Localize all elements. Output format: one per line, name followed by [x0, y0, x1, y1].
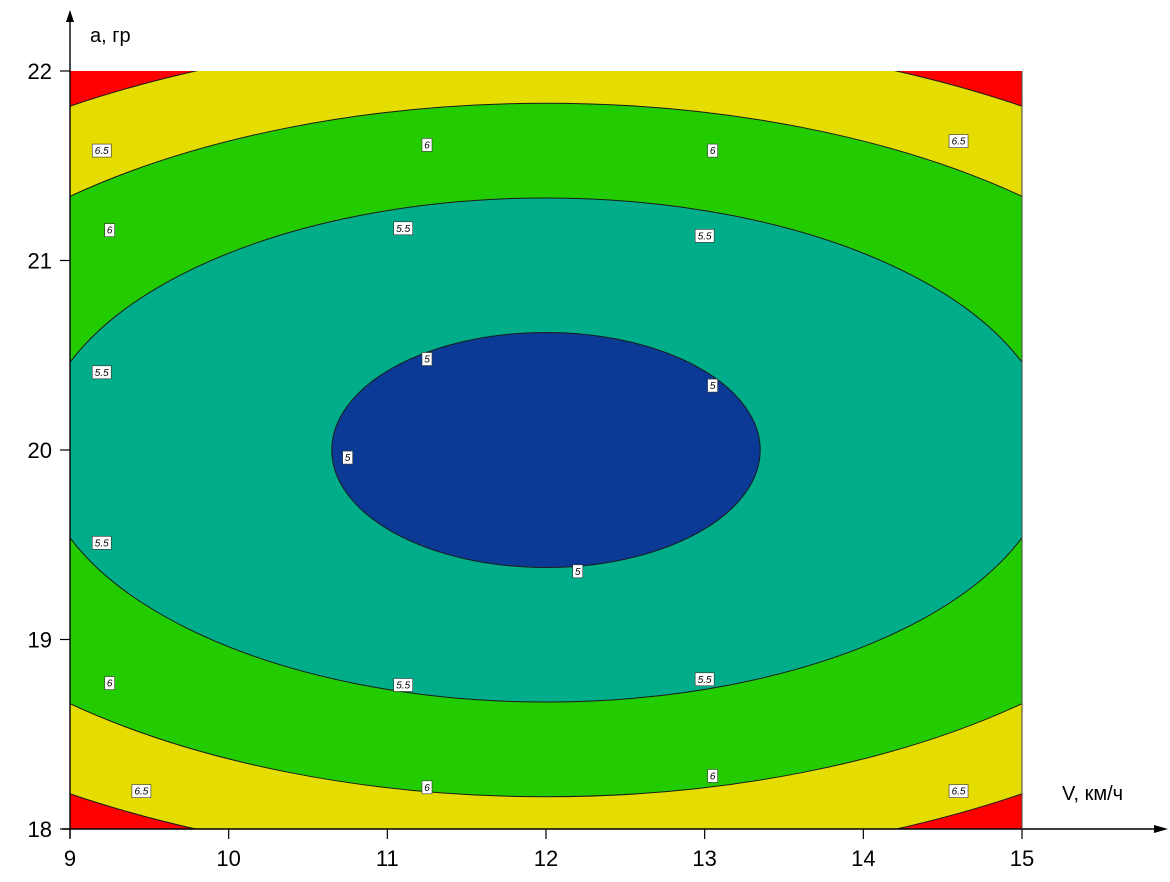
- contour-label: 6: [421, 780, 433, 795]
- contour-label-text: 6: [710, 146, 716, 157]
- contour-label-box: [707, 378, 718, 393]
- x-tick-label: 12: [534, 846, 558, 871]
- contour-label-box: [104, 676, 115, 690]
- contour-label: 5: [342, 450, 353, 465]
- contour-label-box: [421, 780, 433, 795]
- x-axis-label: V, км/ч: [1062, 783, 1123, 805]
- contour-label: 5.5: [694, 672, 715, 687]
- contour-labels: 5 5 5 5 5.5 5.5 5.5 5.5 5.5 5.5 6 6 6 6 6 6 6.5 6.5 6.5 6.5: [91, 134, 969, 798]
- contour-label-box: [948, 134, 969, 148]
- contour-label: 6.5: [131, 784, 152, 798]
- y-tick-label: 20: [28, 438, 52, 463]
- contour-label-text: 6: [107, 679, 113, 690]
- x-axis-arrow: [1154, 825, 1168, 833]
- contour-label: 5.5: [393, 678, 414, 692]
- contour-label-box: [707, 769, 718, 783]
- contour-label-text: 6: [424, 783, 430, 794]
- contour-label-box: [421, 138, 433, 152]
- contour-label-text: 5.5: [95, 368, 109, 379]
- contour-label-text: 5: [710, 381, 716, 392]
- contour-label-box: [707, 143, 718, 158]
- contour-label: 6.5: [948, 784, 969, 798]
- contour-label-box: [694, 229, 715, 243]
- contour-label: 6: [104, 676, 115, 690]
- contour-label-box: [342, 450, 353, 465]
- contour-label: 5.5: [393, 221, 414, 236]
- contour-label-text: 5.5: [396, 680, 410, 691]
- contour-label: 6.5: [948, 134, 969, 148]
- contour-label-text: 6: [710, 771, 716, 782]
- contour-label: 5: [421, 352, 433, 366]
- contour-label-box: [393, 221, 414, 236]
- x-tick-label: 13: [692, 846, 716, 871]
- contour-label-box: [91, 365, 112, 380]
- contour-label-box: [572, 564, 584, 579]
- contour-label-box: [104, 223, 115, 237]
- contour-label-text: 6: [107, 226, 113, 237]
- contour-label: 6: [421, 138, 433, 152]
- y-tick-label: 21: [28, 249, 52, 274]
- y-tick-label: 22: [28, 59, 52, 84]
- x-ticks: 9 10 11 12 13 14 15: [64, 829, 1034, 871]
- contour-label-text: 5: [424, 355, 430, 366]
- contour-label: 5: [707, 378, 718, 393]
- contour-label: 6: [104, 223, 115, 237]
- contour-label-text: 5: [345, 453, 351, 464]
- contour-label: 6: [707, 143, 718, 158]
- x-tick-label: 10: [216, 846, 240, 871]
- x-tick-label: 14: [851, 846, 875, 871]
- contour-label-box: [694, 672, 715, 687]
- y-tick-label: 18: [28, 817, 52, 842]
- plot-area: [70, 71, 1022, 829]
- contour-label-text: 6: [424, 140, 430, 151]
- contour-label: 5.5: [91, 365, 112, 380]
- contour-label-text: 6.5: [134, 787, 148, 798]
- y-ticks: 18 19 20 21 22: [28, 59, 70, 842]
- contour-label: 6: [707, 769, 718, 783]
- y-tick-label: 19: [28, 628, 52, 653]
- contour-5: [331, 332, 761, 568]
- contour-label-text: 5.5: [698, 675, 712, 686]
- contour-label-text: 5: [575, 567, 581, 578]
- contour-label: 6.5: [91, 143, 112, 158]
- contour-label-text: 5.5: [95, 538, 109, 549]
- contour-label: 5.5: [694, 229, 715, 243]
- x-tick-label: 9: [64, 846, 76, 871]
- x-tick-label: 11: [376, 846, 399, 871]
- contour-label-text: 5.5: [698, 231, 712, 242]
- contour-label-box: [131, 784, 152, 798]
- contour-label-box: [91, 143, 112, 158]
- contour-label-box: [948, 784, 969, 798]
- contour-label: 5: [572, 564, 584, 579]
- contour-label-box: [421, 352, 433, 366]
- contour-label-text: 5.5: [396, 224, 410, 235]
- x-tick-label: 15: [1010, 846, 1034, 871]
- contour-label: 5.5: [91, 536, 112, 550]
- contour-label-box: [91, 536, 112, 550]
- y-axis-arrow: [66, 10, 74, 22]
- y-axis-label: a, гр: [90, 25, 131, 47]
- contour-label-text: 6.5: [952, 137, 966, 148]
- contour-label-text: 6.5: [95, 146, 109, 157]
- contour-label-box: [393, 678, 414, 692]
- contour-label-text: 6.5: [952, 787, 966, 798]
- axes: [62, 10, 1168, 838]
